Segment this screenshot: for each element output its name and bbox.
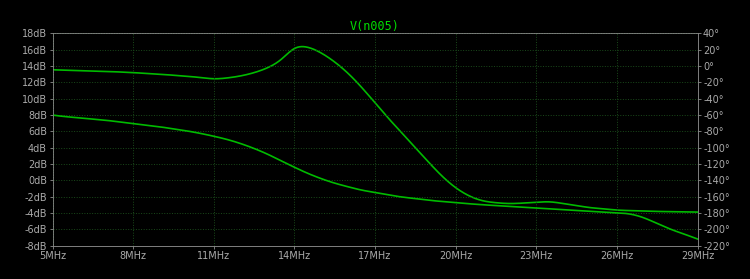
Title: V(n005): V(n005) <box>350 20 400 33</box>
